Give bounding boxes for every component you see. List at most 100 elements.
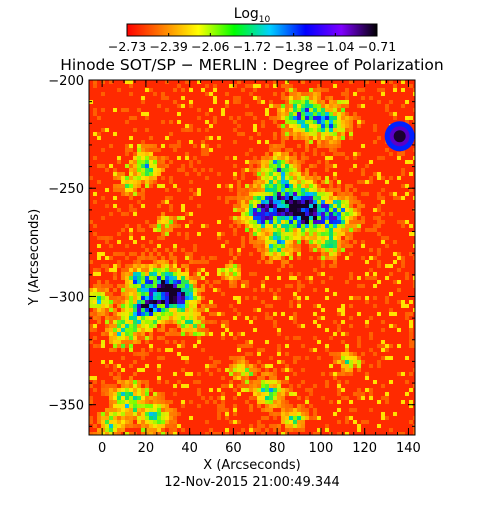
heatmap-cell bbox=[197, 340, 201, 344]
heatmap-cell bbox=[281, 400, 285, 404]
heatmap-cell bbox=[165, 220, 169, 224]
heatmap-cell bbox=[209, 284, 213, 288]
heatmap-cell bbox=[189, 276, 193, 280]
heatmap-cell bbox=[245, 284, 249, 288]
heatmap-cell bbox=[157, 368, 161, 372]
heatmap-cell bbox=[389, 312, 393, 316]
heatmap-cell bbox=[157, 420, 161, 424]
heatmap-cell bbox=[241, 212, 245, 216]
heatmap-cell bbox=[169, 256, 173, 260]
heatmap-cell bbox=[293, 200, 297, 204]
heatmap-cell bbox=[289, 404, 293, 408]
heatmap-cell bbox=[293, 92, 297, 96]
heatmap-cell bbox=[329, 232, 333, 236]
heatmap-cell bbox=[397, 372, 401, 376]
heatmap-cell bbox=[105, 236, 109, 240]
heatmap-cell bbox=[297, 132, 301, 136]
heatmap-cell bbox=[289, 412, 293, 416]
heatmap-cell bbox=[181, 272, 185, 276]
heatmap-cell bbox=[133, 300, 137, 304]
heatmap-cell bbox=[333, 172, 337, 176]
heatmap-cell bbox=[337, 356, 341, 360]
heatmap-cell bbox=[317, 236, 321, 240]
heatmap-cell bbox=[293, 88, 297, 92]
heatmap-cell bbox=[393, 116, 397, 120]
heatmap-cell bbox=[105, 292, 109, 296]
heatmap-cell bbox=[333, 148, 337, 152]
heatmap-cell bbox=[145, 432, 149, 435]
heatmap-cell bbox=[105, 416, 109, 420]
heatmap-cell bbox=[149, 168, 153, 172]
heatmap-cell bbox=[133, 164, 137, 168]
heatmap-cell bbox=[161, 432, 165, 435]
heatmap-cell bbox=[241, 88, 245, 92]
heatmap-cell bbox=[109, 404, 113, 408]
heatmap-cell bbox=[145, 292, 149, 296]
heatmap-cell bbox=[353, 364, 357, 368]
heatmap-cell bbox=[129, 376, 133, 380]
heatmap-cell bbox=[189, 304, 193, 308]
heatmap-cell bbox=[265, 248, 269, 252]
heatmap-cell bbox=[317, 132, 321, 136]
heatmap-cell bbox=[281, 240, 285, 244]
heatmap-cell bbox=[229, 84, 233, 88]
heatmap-cell bbox=[397, 252, 401, 256]
heatmap-cell bbox=[249, 404, 253, 408]
heatmap-cell bbox=[205, 328, 209, 332]
heatmap-cell bbox=[273, 196, 277, 200]
heatmap-cell bbox=[193, 324, 197, 328]
heatmap-cell bbox=[381, 196, 385, 200]
heatmap-cell bbox=[341, 224, 345, 228]
heatmap-cell bbox=[361, 216, 365, 220]
heatmap-cell bbox=[305, 92, 309, 96]
heatmap-cell bbox=[301, 236, 305, 240]
heatmap-cell bbox=[249, 92, 253, 96]
heatmap-cell bbox=[205, 148, 209, 152]
heatmap-cell bbox=[293, 216, 297, 220]
colorbar-tick-label: −0.71 bbox=[358, 39, 396, 54]
heatmap-cell bbox=[253, 220, 257, 224]
heatmap-cell bbox=[197, 260, 201, 264]
heatmap-cell bbox=[185, 236, 189, 240]
heatmap-cell bbox=[309, 248, 313, 252]
heatmap-cell bbox=[237, 220, 241, 224]
heatmap-cell bbox=[337, 372, 341, 376]
heatmap-cell bbox=[237, 184, 241, 188]
heatmap-cell bbox=[289, 304, 293, 308]
heatmap-cell bbox=[385, 264, 389, 268]
heatmap-cell bbox=[253, 380, 257, 384]
heatmap-cell bbox=[129, 252, 133, 256]
heatmap-cell bbox=[157, 220, 161, 224]
heatmap-cell bbox=[329, 224, 333, 228]
heatmap-cell bbox=[337, 140, 341, 144]
heatmap-cell bbox=[285, 432, 289, 435]
heatmap-cell bbox=[241, 360, 245, 364]
heatmap-cell bbox=[309, 180, 313, 184]
heatmap-cell bbox=[293, 292, 297, 296]
heatmap-cell bbox=[345, 104, 349, 108]
heatmap-cell bbox=[277, 156, 281, 160]
heatmap-cell bbox=[377, 176, 381, 180]
heatmap-cell bbox=[257, 424, 261, 428]
heatmap-cell bbox=[181, 304, 185, 308]
heatmap-cell bbox=[197, 336, 201, 340]
heatmap-cell bbox=[169, 428, 173, 432]
heatmap-cell bbox=[321, 240, 325, 244]
heatmap-cell bbox=[145, 296, 149, 300]
heatmap-cell bbox=[141, 268, 145, 272]
dark-polarization-spot bbox=[384, 121, 415, 152]
heatmap-cell bbox=[397, 328, 401, 332]
heatmap-cell bbox=[273, 120, 277, 124]
colorbar-tick-label: −2.06 bbox=[191, 39, 229, 54]
heatmap-cell bbox=[273, 192, 277, 196]
heatmap-cell bbox=[165, 80, 169, 84]
heatmap-cell bbox=[245, 212, 249, 216]
heatmap-cell bbox=[285, 188, 289, 192]
heatmap-cell bbox=[317, 100, 321, 104]
heatmap-cell bbox=[241, 188, 245, 192]
heatmap-cell bbox=[357, 208, 361, 212]
heatmap-cell bbox=[165, 264, 169, 268]
heatmap-cell bbox=[117, 408, 121, 412]
heatmap-cell bbox=[329, 120, 333, 124]
heatmap-cell bbox=[301, 420, 305, 424]
